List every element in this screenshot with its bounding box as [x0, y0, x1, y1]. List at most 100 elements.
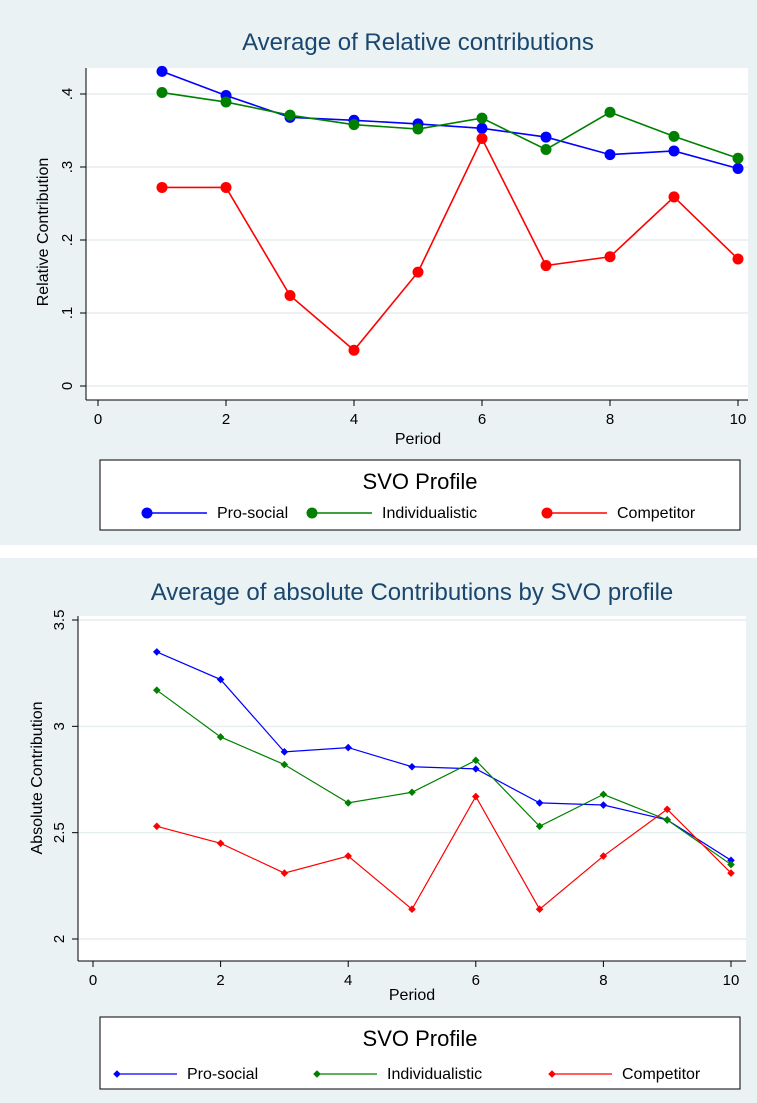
legend-item-competitor: Competitor — [541, 505, 696, 522]
data-point-individualistic — [727, 860, 735, 869]
data-point-pro-social — [668, 145, 680, 157]
legend-label-individualistic: Individualistic — [382, 505, 477, 522]
y-tick-label: 0 — [59, 382, 76, 390]
y-tick-label: 3 — [51, 722, 68, 730]
data-point-competitor — [408, 905, 416, 914]
x-axis-title: Period — [395, 431, 441, 448]
relative-contribution-chart: Average of Relative contributions 0 .1 .2.… — [35, 29, 748, 531]
data-point-individualistic — [280, 760, 289, 769]
legend-marker-competitor — [548, 1070, 556, 1078]
legend-box — [99, 459, 741, 531]
data-point-individualistic — [412, 123, 424, 135]
legend-item-pro-social: Pro-social — [141, 505, 288, 522]
data-point-individualistic — [476, 112, 488, 124]
data-point-competitor — [156, 181, 168, 193]
data-point-competitor — [280, 869, 289, 877]
legend-marker-individualistic — [306, 507, 318, 519]
data-point-individualistic — [599, 790, 608, 799]
legend-label-competitor: Competitor — [617, 505, 696, 522]
series-line-competitor — [156, 795, 732, 911]
data-point-competitor — [284, 289, 296, 301]
y-tick-label: .4 — [59, 88, 76, 101]
chart-title: Average of absolute Contributions by SVO… — [151, 579, 674, 606]
x-tick-label: 6 — [478, 411, 486, 428]
data-point-pro-social — [476, 122, 488, 134]
y-tick-label: 2.5 — [51, 822, 68, 843]
data-point-competitor — [663, 805, 671, 814]
y-tick-label: .3 — [59, 161, 76, 174]
y-axis-title: Absolute Contribution — [29, 702, 46, 855]
legend: SVO Profile Pro-social Individualistic Com… — [99, 459, 741, 531]
legend-item-individualistic: Individualistic — [306, 505, 477, 522]
data-point-competitor — [153, 822, 161, 831]
series-line-competitor — [162, 136, 739, 352]
data-point-individualistic — [153, 686, 161, 694]
data-point-competitor — [727, 869, 735, 877]
data-point-pro-social — [727, 856, 735, 865]
data-point-individualistic — [604, 106, 616, 118]
data-point-individualistic — [535, 822, 544, 831]
data-point-competitor — [540, 260, 552, 272]
data-point-individualistic — [732, 152, 744, 164]
y-axis-title: Relative Contribution — [35, 158, 52, 307]
y-tick-label: 3.5 — [51, 610, 68, 631]
x-tick-label: 0 — [94, 411, 102, 428]
legend-label-individualistic: Individualistic — [387, 1066, 482, 1083]
data-point-individualistic — [284, 109, 296, 121]
x-tick-label: 8 — [599, 972, 607, 989]
series-line-pro-social — [161, 70, 739, 170]
data-point-individualistic — [668, 130, 680, 142]
legend-item-pro-social: Pro-social — [113, 1066, 258, 1083]
legend-label-competitor: Competitor — [622, 1066, 701, 1083]
absolute-contribution-chart-panel: Average of absolute Contributions by SVO… — [0, 558, 757, 1103]
x-tick-label: 4 — [350, 411, 358, 428]
x-tick-label: 10 — [730, 411, 747, 428]
data-point-individualistic — [663, 816, 671, 824]
legend-title: SVO Profile — [363, 1026, 478, 1051]
y-tick-label: 2 — [51, 935, 68, 943]
data-point-competitor — [535, 905, 544, 914]
data-point-individualistic — [540, 143, 552, 155]
relative-contribution-chart-panel: Average of Relative contributions 0 .1 .2.… — [0, 0, 757, 545]
x-tick-label: 4 — [344, 972, 352, 989]
data-point-pro-social — [535, 799, 544, 807]
x-tick-label: 6 — [472, 972, 480, 989]
data-point-pro-social — [604, 149, 616, 161]
x-tick-label: 8 — [606, 411, 614, 428]
x-tick-label: 0 — [89, 972, 97, 989]
legend-marker-pro-social — [113, 1070, 121, 1078]
x-tick-label: 2 — [216, 972, 224, 989]
data-point-individualistic — [220, 96, 232, 108]
data-point-competitor — [668, 191, 680, 203]
series-line-individualistic — [156, 689, 732, 866]
series-individualistic — [156, 87, 744, 164]
data-point-competitor — [412, 266, 424, 278]
data-point-competitor — [220, 181, 232, 193]
data-point-competitor — [599, 852, 608, 860]
data-point-individualistic — [344, 799, 352, 807]
data-point-competitor — [216, 839, 225, 848]
x-tick-label: 10 — [723, 972, 740, 989]
data-point-pro-social — [280, 748, 289, 756]
data-point-pro-social — [599, 801, 608, 809]
y-tick-label: .1 — [59, 307, 76, 320]
x-tick-label: 2 — [222, 411, 230, 428]
data-point-pro-social — [540, 131, 552, 143]
data-point-individualistic — [472, 756, 480, 765]
data-point-competitor — [476, 133, 488, 145]
legend-label-pro-social: Pro-social — [187, 1066, 258, 1083]
series-competitor — [153, 792, 735, 914]
data-point-pro-social — [216, 675, 225, 684]
chart-title: Average of Relative contributions — [242, 29, 594, 56]
legend: SVO Profile Pro-social Individualistic Com… — [99, 1016, 741, 1090]
data-point-competitor — [344, 852, 352, 860]
data-point-competitor — [732, 253, 744, 265]
legend-box — [99, 1016, 741, 1090]
data-point-individualistic — [156, 87, 168, 99]
legend-item-competitor: Competitor — [548, 1066, 701, 1083]
x-axis-title: Period — [389, 987, 435, 1004]
series-line-individualistic — [161, 91, 739, 159]
series-competitor — [156, 133, 744, 356]
data-point-pro-social — [153, 648, 161, 656]
data-point-pro-social — [156, 65, 168, 77]
